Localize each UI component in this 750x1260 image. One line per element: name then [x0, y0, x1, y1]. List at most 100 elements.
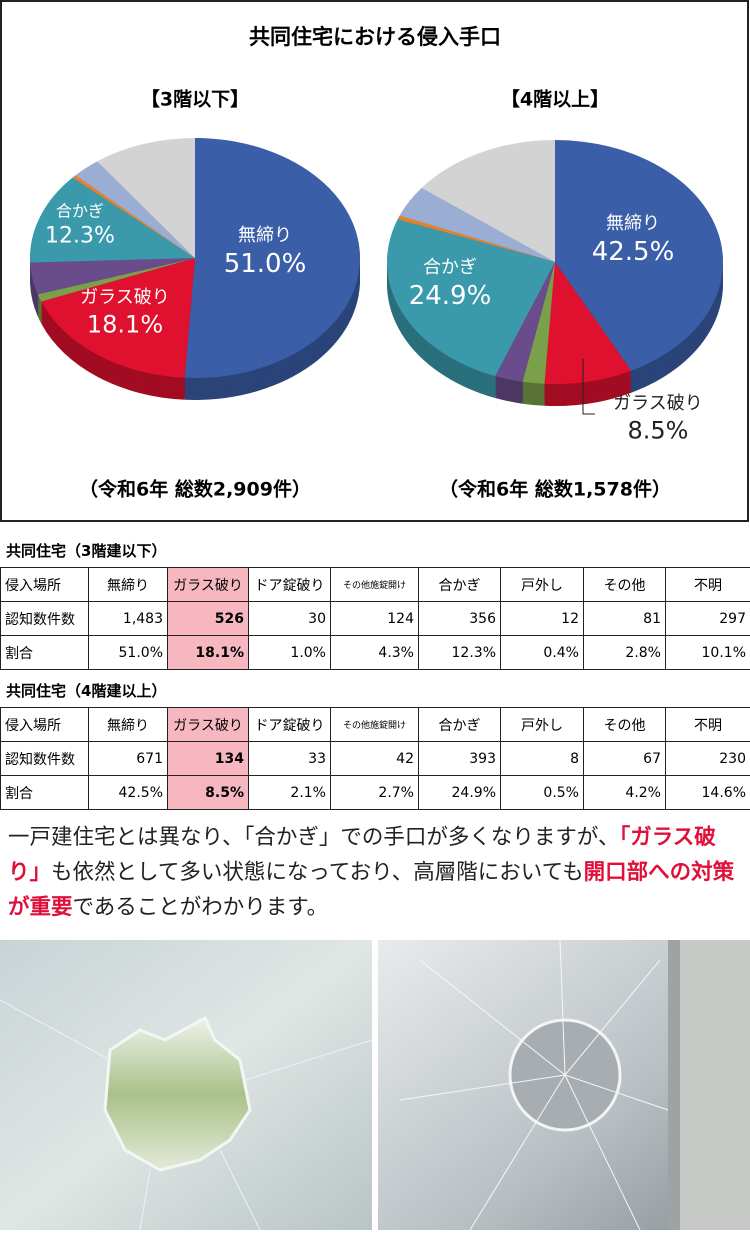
slice-value: 51.0%	[224, 249, 307, 279]
cell: 2.8%	[583, 635, 666, 670]
pie-slice	[544, 262, 632, 384]
cell: 0.5%	[500, 775, 584, 810]
slice-label: 無締り	[238, 225, 292, 246]
header-cell: 侵入場所	[0, 707, 89, 742]
cell: 0.4%	[500, 635, 584, 670]
cell: 230	[665, 741, 750, 776]
cell: 18.1%	[167, 635, 249, 670]
data-row: 認知数件数 671 134 33 42 393 8 67 230	[0, 741, 750, 776]
pie-slice	[386, 219, 555, 376]
cell: 4.3%	[330, 635, 419, 670]
glass-hole	[103, 1015, 252, 1172]
emphasis: 開口部への対策が重要	[8, 860, 735, 920]
slice-label: 合かぎ	[56, 202, 104, 221]
cell: 124	[330, 601, 419, 636]
cell: 297	[665, 601, 750, 636]
header-row: 侵入場所 無締り ガラス破り ドア錠破り その他施錠開け 合かぎ 戸外し その他 不明	[0, 567, 750, 602]
pie-slice	[97, 138, 195, 258]
window-frame-inner	[680, 940, 750, 1230]
header-cell: 戸外し	[500, 707, 584, 742]
header-cell: ガラス破り	[167, 707, 249, 742]
slice-label: ガラス破り	[613, 393, 703, 414]
cell: 8.5%	[167, 775, 249, 810]
header-cell: ガラス破り	[167, 567, 249, 602]
cell: 67	[583, 741, 666, 776]
slice-label: 無締り	[606, 213, 660, 234]
pie-slice	[421, 140, 555, 262]
emphasis: 「ガラス破り」	[8, 825, 716, 885]
pie-slice	[37, 258, 195, 302]
cell: 51.0%	[88, 635, 168, 670]
cell: 8	[500, 741, 584, 776]
cell: 4.2%	[583, 775, 666, 810]
pie-slice	[399, 187, 555, 262]
header-cell: 不明	[665, 707, 750, 742]
header-cell: ドア錠破り	[248, 707, 331, 742]
cell: 12.3%	[418, 635, 501, 670]
slice-value: 42.5%	[592, 237, 675, 267]
data-table: 侵入場所 無締り ガラス破り ドア錠破り その他施錠開け 合かぎ 戸外し その他 不明 認知数件数…	[0, 567, 750, 670]
description: 一戸建住宅とは異なり、「合かぎ」での手口が多くなりますが、「ガラス破り」も依然と…	[8, 820, 744, 925]
data-row: 割合 42.5% 8.5% 2.1% 2.7% 24.9% 0.5% 4.2% 14.6%	[0, 775, 750, 810]
header-cell: その他	[583, 707, 666, 742]
cell: 割合	[0, 635, 89, 670]
cell: 12	[500, 601, 584, 636]
cell: 81	[583, 601, 666, 636]
header-cell: その他施錠開け	[330, 567, 419, 602]
slice-label: 合かぎ	[423, 257, 477, 278]
cell: 割合	[0, 775, 89, 810]
pie-slice	[522, 262, 555, 384]
slice-label: ガラス破り	[80, 287, 170, 308]
cell: 1,483	[88, 601, 168, 636]
header-cell: 合かぎ	[418, 707, 501, 742]
cell: 10.1%	[665, 635, 750, 670]
table-title: 共同住宅（3階建以下）	[6, 542, 167, 560]
header-cell: 不明	[665, 567, 750, 602]
cell: 24.9%	[418, 775, 501, 810]
data-row: 認知数件数 1,483 526 30 124 356 12 81 297	[0, 601, 750, 636]
header-cell: 無締り	[88, 567, 168, 602]
pie-slice	[495, 262, 555, 382]
pie-slice	[184, 138, 360, 378]
slice-value: 12.3%	[45, 224, 115, 249]
cracks	[0, 999, 373, 1231]
cell: 1.0%	[248, 635, 331, 670]
main-title: 共同住宅における侵入手口	[249, 25, 501, 49]
leader-line	[582, 359, 595, 415]
pie-slice	[72, 175, 195, 258]
cell: 42	[330, 741, 419, 776]
header-cell: 合かぎ	[418, 567, 501, 602]
cell: 認知数件数	[0, 741, 89, 776]
cell: 2.7%	[330, 775, 419, 810]
header-cell: 戸外し	[500, 567, 584, 602]
text: であることがわかります。	[72, 895, 329, 920]
pie-slice	[30, 258, 196, 295]
data-table: 侵入場所 無締り ガラス破り ドア錠破り その他施錠開け 合かぎ 戸外し その他 不明 認知数件数…	[0, 707, 750, 810]
pie-title: 【3階以下】	[141, 88, 249, 111]
pie-slice	[29, 177, 195, 263]
pie-slice	[75, 161, 195, 258]
table-title: 共同住宅（4階建以上）	[6, 682, 167, 700]
text: 一戸建住宅とは異なり、「合かぎ」での手口が多くなりますが、	[8, 825, 620, 850]
cell: 42.5%	[88, 775, 168, 810]
cell: 33	[248, 741, 331, 776]
header-cell: 侵入場所	[0, 567, 89, 602]
data-row: 割合 51.0% 18.1% 1.0% 4.3% 12.3% 0.4% 2.8% 10.1%	[0, 635, 750, 670]
cell: 認知数件数	[0, 601, 89, 636]
header-cell: その他施錠開け	[330, 707, 419, 742]
cell: 134	[167, 741, 249, 776]
cell: 2.1%	[248, 775, 331, 810]
header-row: 侵入場所 無締り ガラス破り ドア錠破り その他施錠開け 合かぎ 戸外し その他 不明	[0, 707, 750, 742]
cell: 30	[248, 601, 331, 636]
cracks	[399, 939, 669, 1231]
cell: 393	[418, 741, 501, 776]
pie-slice	[41, 258, 195, 378]
pie-slice	[397, 215, 555, 262]
pie-note: （令和6年 総数1,578件）	[439, 478, 671, 501]
header-cell: ドア錠破り	[248, 567, 331, 602]
cell: 14.6%	[665, 775, 750, 810]
header-cell: その他	[583, 567, 666, 602]
cell: 526	[167, 601, 249, 636]
